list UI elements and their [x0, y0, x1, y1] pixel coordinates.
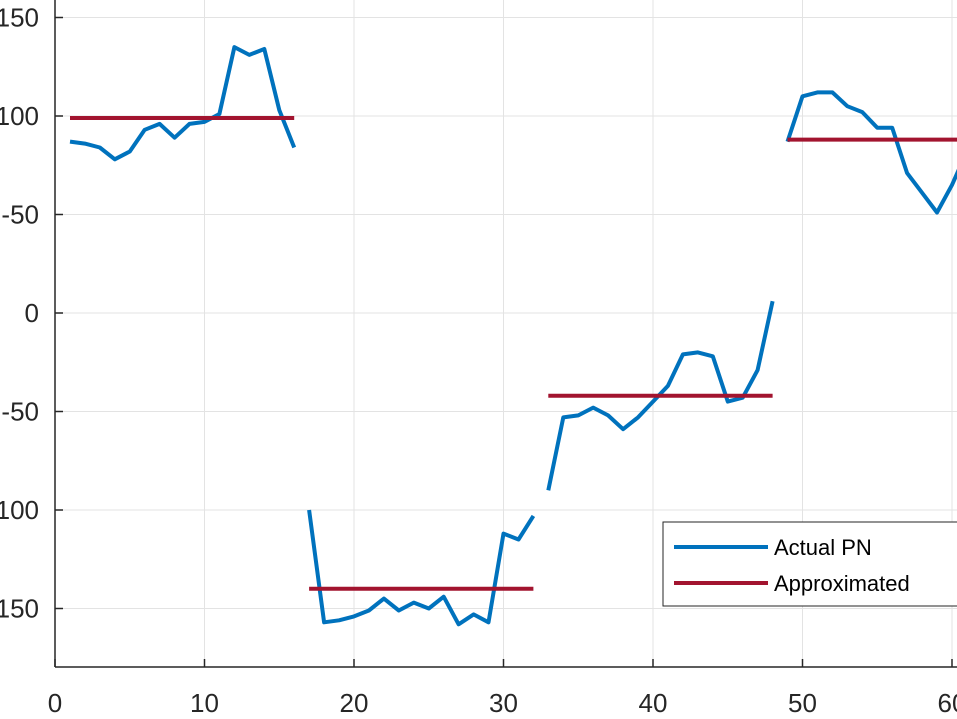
y-tick-label--100: -100 — [0, 495, 39, 525]
y-tick-label--150: -150 — [0, 594, 39, 624]
x-tick-label-20: 20 — [340, 688, 369, 718]
x-tick-label-0: 0 — [48, 688, 62, 718]
y-tick-label-50: -50 — [1, 200, 39, 230]
legend-box — [662, 521, 957, 607]
series-actual-pn-segment-2 — [307, 509, 536, 627]
y-tick-label-0: 0 — [25, 298, 39, 328]
legend: Actual PN Approximated — [662, 521, 957, 607]
legend-label-actual-pn: Actual PN — [774, 535, 872, 560]
x-tick-label-40: 40 — [639, 688, 668, 718]
series-actual-pn-segment-4 — [785, 90, 957, 215]
x-tick-label-50: 50 — [788, 688, 817, 718]
x-tick-label-10: 10 — [190, 688, 219, 718]
series-layer — [69, 45, 957, 627]
legend-label-approximated: Approximated — [774, 571, 910, 596]
x-tick-label-30: 30 — [489, 688, 518, 718]
axes — [54, 0, 957, 668]
tick-labels: 0 10 20 30 40 50 60 -150 -100 -50 0 -50 -100 -150 — [0, 3, 957, 719]
y-tick-label--50: -50 — [1, 397, 39, 427]
x-tick-label-60: 60 — [938, 688, 957, 718]
series-actual-pn-segment-1 — [69, 45, 297, 162]
y-tick-label-100: -100 — [0, 101, 39, 131]
y-tick-label-150: -150 — [0, 3, 39, 33]
